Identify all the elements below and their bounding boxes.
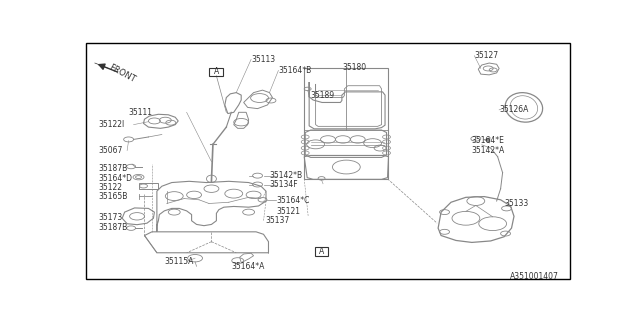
Text: 35115A: 35115A xyxy=(164,257,194,266)
Text: 35137: 35137 xyxy=(265,216,289,225)
Text: 35122: 35122 xyxy=(99,183,123,192)
Bar xyxy=(315,247,328,256)
Text: 35187B: 35187B xyxy=(99,223,128,232)
Text: 35164*E: 35164*E xyxy=(472,136,505,145)
Text: 35133: 35133 xyxy=(504,199,529,208)
Text: A: A xyxy=(319,247,324,256)
Text: 35134F: 35134F xyxy=(269,180,298,189)
Text: 35067: 35067 xyxy=(99,146,124,155)
Text: 35142*B: 35142*B xyxy=(269,171,303,180)
Text: A351001407: A351001407 xyxy=(510,272,559,281)
Text: 35173: 35173 xyxy=(99,213,123,222)
Text: 35127: 35127 xyxy=(474,51,499,60)
Text: 35187B: 35187B xyxy=(99,164,128,173)
Text: 35180: 35180 xyxy=(343,63,367,72)
Text: A: A xyxy=(214,67,219,76)
Text: 35165B: 35165B xyxy=(99,192,128,201)
Text: 35126A: 35126A xyxy=(499,105,529,114)
Text: 35122I: 35122I xyxy=(99,120,125,129)
Text: 35164*C: 35164*C xyxy=(276,196,309,205)
Text: 35113: 35113 xyxy=(251,55,275,64)
Bar xyxy=(304,68,388,179)
Text: FRONT: FRONT xyxy=(108,63,137,84)
Bar xyxy=(209,68,223,76)
Text: 35189: 35189 xyxy=(310,91,335,100)
Text: 35111: 35111 xyxy=(128,108,152,117)
Bar xyxy=(138,182,158,189)
Text: 35164*D: 35164*D xyxy=(99,174,133,183)
Text: 35164*A: 35164*A xyxy=(231,262,265,271)
Text: 35121: 35121 xyxy=(276,207,300,216)
Text: 35142*A: 35142*A xyxy=(472,146,505,155)
Text: 35164*B: 35164*B xyxy=(278,66,312,75)
